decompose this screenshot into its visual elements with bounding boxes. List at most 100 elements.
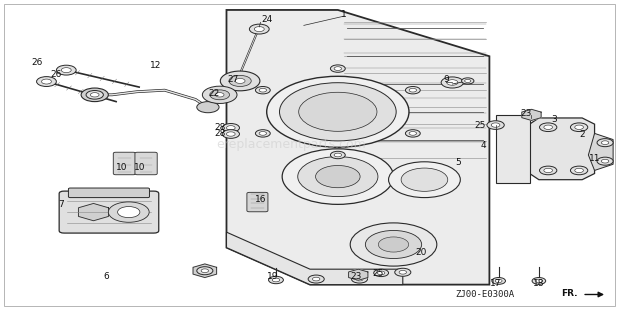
Text: 7: 7 [58, 200, 64, 209]
Circle shape [356, 277, 363, 281]
Polygon shape [522, 109, 541, 121]
Circle shape [210, 90, 229, 100]
Circle shape [544, 125, 552, 129]
Text: FR.: FR. [560, 289, 577, 298]
Circle shape [282, 149, 394, 204]
Circle shape [330, 65, 345, 72]
Circle shape [249, 24, 269, 34]
Circle shape [229, 75, 251, 86]
Polygon shape [226, 232, 403, 285]
Circle shape [298, 157, 378, 197]
Circle shape [395, 268, 411, 276]
Circle shape [118, 206, 140, 218]
Circle shape [491, 123, 500, 127]
Circle shape [378, 271, 385, 275]
Circle shape [56, 65, 76, 75]
Circle shape [254, 27, 264, 32]
Text: 23: 23 [521, 109, 532, 118]
Circle shape [61, 68, 71, 73]
Circle shape [316, 166, 360, 188]
Circle shape [235, 78, 245, 83]
Text: 11: 11 [589, 153, 600, 162]
Polygon shape [588, 133, 613, 171]
Circle shape [601, 159, 609, 163]
Circle shape [401, 168, 448, 191]
Circle shape [532, 277, 546, 284]
Circle shape [201, 269, 208, 272]
Circle shape [399, 270, 407, 274]
Polygon shape [348, 269, 368, 280]
Polygon shape [529, 118, 595, 180]
Text: 10: 10 [115, 163, 127, 172]
Text: 25: 25 [373, 269, 384, 278]
Text: 6: 6 [103, 272, 108, 281]
Text: 1: 1 [341, 10, 347, 19]
Circle shape [42, 79, 51, 84]
Text: 25: 25 [474, 121, 486, 130]
Circle shape [350, 223, 437, 266]
Circle shape [492, 277, 505, 284]
Circle shape [389, 162, 460, 197]
FancyBboxPatch shape [68, 188, 149, 197]
FancyBboxPatch shape [59, 191, 159, 233]
Circle shape [268, 276, 283, 284]
Circle shape [575, 125, 583, 129]
Text: 28: 28 [215, 129, 226, 138]
Circle shape [539, 166, 557, 175]
Circle shape [539, 123, 557, 131]
Circle shape [352, 275, 368, 283]
Text: 2: 2 [579, 131, 585, 140]
Circle shape [570, 166, 588, 175]
Circle shape [215, 93, 224, 97]
Circle shape [378, 237, 409, 252]
Circle shape [226, 126, 235, 130]
Circle shape [374, 269, 389, 277]
Text: 12: 12 [149, 61, 161, 70]
Circle shape [544, 168, 552, 173]
Circle shape [222, 123, 239, 132]
Text: 16: 16 [255, 195, 266, 204]
Circle shape [487, 121, 504, 129]
Circle shape [405, 86, 420, 94]
Circle shape [464, 79, 471, 82]
Circle shape [597, 157, 613, 165]
Circle shape [330, 151, 345, 159]
Text: 18: 18 [533, 279, 544, 288]
Text: 10: 10 [134, 163, 146, 172]
Text: 28: 28 [215, 123, 226, 132]
Circle shape [37, 77, 56, 86]
Circle shape [267, 76, 409, 147]
Circle shape [447, 80, 458, 85]
Circle shape [461, 78, 474, 84]
Text: 22: 22 [208, 89, 219, 98]
Text: 27: 27 [227, 75, 238, 84]
FancyBboxPatch shape [135, 152, 157, 175]
Text: 20: 20 [415, 248, 427, 257]
Circle shape [365, 230, 422, 259]
Circle shape [222, 130, 239, 138]
Circle shape [334, 153, 342, 157]
Circle shape [575, 168, 583, 173]
Circle shape [259, 88, 267, 92]
Circle shape [280, 83, 396, 141]
Circle shape [312, 277, 320, 281]
Text: 4: 4 [480, 141, 486, 150]
Circle shape [536, 279, 542, 283]
Circle shape [202, 86, 237, 104]
Circle shape [495, 279, 502, 283]
Circle shape [308, 275, 324, 283]
Circle shape [441, 77, 463, 88]
Text: 24: 24 [261, 15, 272, 24]
Circle shape [86, 91, 104, 99]
Text: 3: 3 [551, 115, 557, 124]
Circle shape [409, 131, 417, 135]
Polygon shape [495, 115, 529, 183]
Circle shape [409, 88, 417, 92]
Text: 17: 17 [490, 279, 502, 288]
FancyBboxPatch shape [113, 152, 136, 175]
Text: 9: 9 [443, 75, 449, 84]
Text: 19: 19 [267, 272, 278, 281]
Circle shape [334, 67, 342, 70]
Circle shape [255, 86, 270, 94]
Circle shape [81, 88, 108, 102]
